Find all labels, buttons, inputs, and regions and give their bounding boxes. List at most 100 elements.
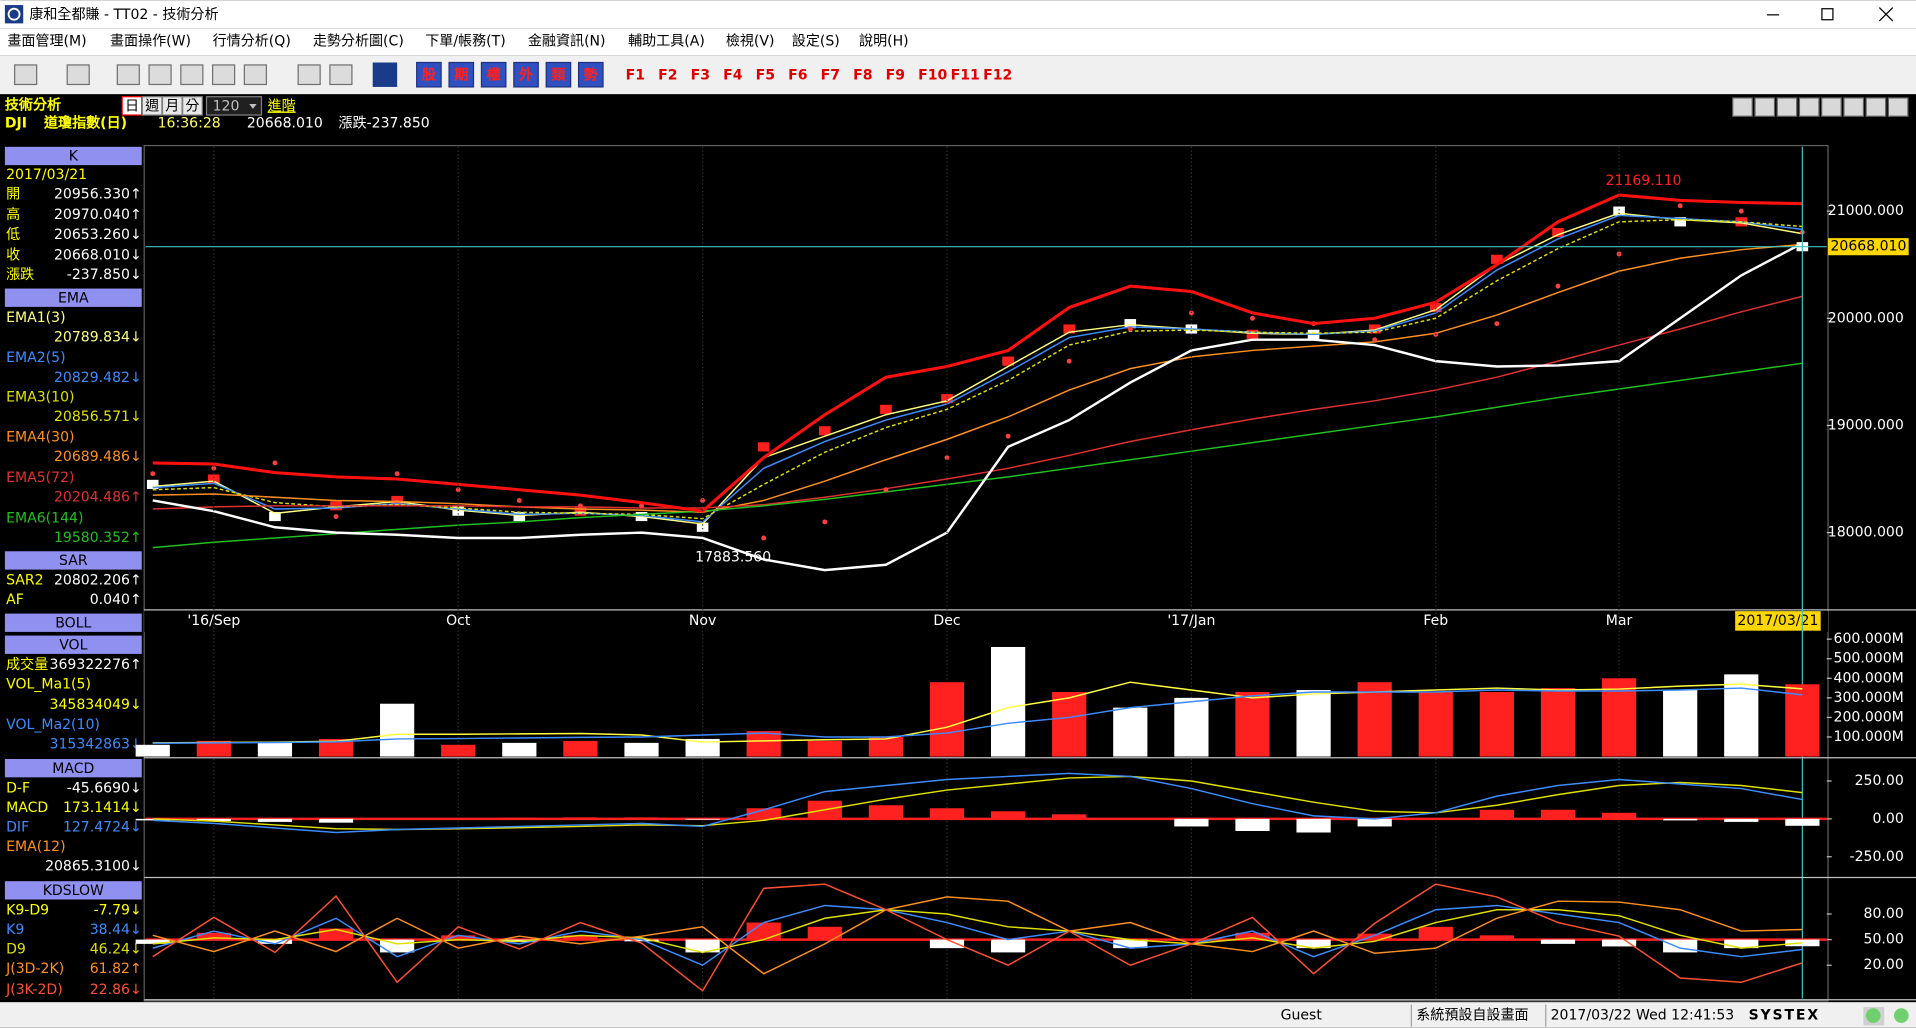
tool-icon[interactable]	[243, 64, 267, 86]
chart-tool-button[interactable]	[1865, 97, 1887, 117]
tool-icon[interactable]	[372, 62, 398, 87]
function-key[interactable]: F11	[951, 67, 980, 83]
function-key[interactable]: F12	[983, 67, 1012, 83]
quote-button[interactable]	[416, 61, 442, 88]
advanced-link[interactable]: 進階	[268, 98, 296, 114]
bar	[318, 818, 354, 823]
function-key[interactable]: F7	[821, 67, 840, 83]
y-tick-label: -250.00	[1850, 849, 1904, 865]
sar-dot	[883, 487, 889, 493]
x-tick-label: '16/Sep	[187, 613, 240, 629]
sar-dot	[1005, 433, 1011, 439]
function-key[interactable]: F4	[723, 67, 743, 83]
tool-icon[interactable]	[14, 64, 38, 86]
legend-value: 315342863↓	[50, 736, 142, 752]
menu-item[interactable]: 說明(H)	[859, 34, 909, 50]
bar	[318, 928, 354, 940]
close-button[interactable]	[1878, 7, 1894, 22]
quote-button-label: 類	[550, 66, 566, 83]
x-axis-strip	[144, 611, 1829, 632]
bar	[1601, 939, 1637, 947]
menu-item[interactable]: 檢視(V)	[726, 33, 775, 50]
menu-item[interactable]: 金融資訊(N)	[528, 34, 606, 50]
legend-value: 20829.482↓	[54, 370, 142, 386]
menu-item[interactable]: 輔助工具(A)	[628, 34, 705, 50]
bar	[135, 818, 170, 821]
tool-icon[interactable]	[297, 64, 321, 86]
menu-item[interactable]: 下單/帳務(T)	[425, 34, 505, 50]
function-key[interactable]: F6	[788, 67, 808, 83]
function-key[interactable]: F3	[691, 67, 710, 83]
chart-tool-button[interactable]	[1732, 97, 1753, 117]
bar	[257, 818, 293, 822]
chart-tool-button[interactable]	[1798, 97, 1820, 117]
quote-button[interactable]	[480, 61, 507, 88]
menu-item[interactable]: 行情分析(Q)	[213, 34, 291, 50]
legend-label: SAR2	[6, 573, 43, 589]
bar	[685, 939, 720, 953]
tool-icon[interactable]	[148, 64, 172, 86]
quote-button[interactable]	[513, 61, 539, 88]
menu-item[interactable]: 畫面管理(M)	[7, 33, 86, 50]
tool-icon[interactable]	[116, 64, 140, 86]
chart-tool-button[interactable]	[1821, 97, 1842, 117]
candle	[757, 441, 771, 453]
y-tick-label: 19000.000	[1828, 417, 1904, 433]
y-tick-label: 80.00	[1864, 906, 1904, 922]
chart-tool-button[interactable]	[1754, 97, 1776, 117]
function-key[interactable]: F9	[886, 67, 905, 83]
bar	[1052, 939, 1087, 941]
count-box[interactable]	[205, 96, 263, 116]
legend-value: 20689.486↓	[54, 449, 142, 465]
quote-button[interactable]	[545, 61, 572, 88]
chart-tool-button[interactable]	[1887, 97, 1909, 117]
section-header-label: K	[69, 149, 79, 165]
tool-icon[interactable]	[66, 64, 90, 86]
function-key[interactable]: F10	[918, 67, 947, 83]
function-key[interactable]: F1	[626, 67, 645, 83]
section-header	[4, 146, 142, 166]
plots: 18000.000 19000.000 20000.000 21000.000 '16/…	[135, 146, 1916, 1001]
legend-label: EMA(12)	[6, 839, 65, 855]
bar	[1052, 691, 1087, 757]
period-tab-label: 分	[185, 98, 199, 114]
legend-value: 20802.206↑	[54, 573, 142, 589]
extreme-label: 21169.110	[1606, 173, 1682, 189]
bar	[1663, 818, 1698, 821]
y-tick-label: 500.000M	[1834, 651, 1904, 667]
candle	[268, 511, 282, 522]
y-tick-label: 250.00	[1855, 773, 1904, 789]
tool-icon[interactable]	[180, 64, 204, 86]
bar	[135, 939, 170, 944]
maximize-button[interactable]	[1821, 8, 1834, 21]
y-tick-label: 20.00	[1864, 957, 1904, 973]
bar	[196, 932, 231, 940]
bar	[1296, 939, 1331, 949]
x-tick-label: Nov	[689, 613, 716, 629]
bar	[1113, 707, 1148, 757]
bar	[1357, 818, 1392, 827]
bar	[624, 939, 659, 942]
chart-tool-button[interactable]	[1843, 97, 1865, 117]
header-title: 技術分析	[5, 96, 61, 113]
menu-item[interactable]: 走勢分析圖(C)	[313, 34, 404, 50]
menu-item[interactable]: 設定(S)	[792, 34, 840, 50]
period-tab[interactable]	[182, 96, 203, 116]
function-key[interactable]: F2	[658, 67, 677, 83]
chart-tool-button[interactable]	[1776, 97, 1798, 117]
tool-icon[interactable]	[329, 64, 353, 86]
series-line	[152, 681, 1803, 744]
side-panel: K 2017/03/21 開 20956.330↑ 高 20970.040↑ 低 20653.…	[0, 145, 143, 1001]
bar	[135, 744, 170, 757]
quote-button[interactable]	[577, 61, 604, 88]
bar	[318, 738, 354, 757]
function-key[interactable]: F5	[756, 67, 775, 83]
series-line	[152, 687, 1803, 744]
tool-icon[interactable]	[212, 64, 236, 86]
quote-button[interactable]	[448, 61, 475, 88]
x-tick-label: 2017/03/21	[1737, 613, 1818, 629]
function-key[interactable]: F8	[853, 67, 872, 83]
legend-value: 20204.486↑	[54, 490, 142, 506]
menu-item[interactable]: 畫面操作(W)	[110, 34, 191, 50]
